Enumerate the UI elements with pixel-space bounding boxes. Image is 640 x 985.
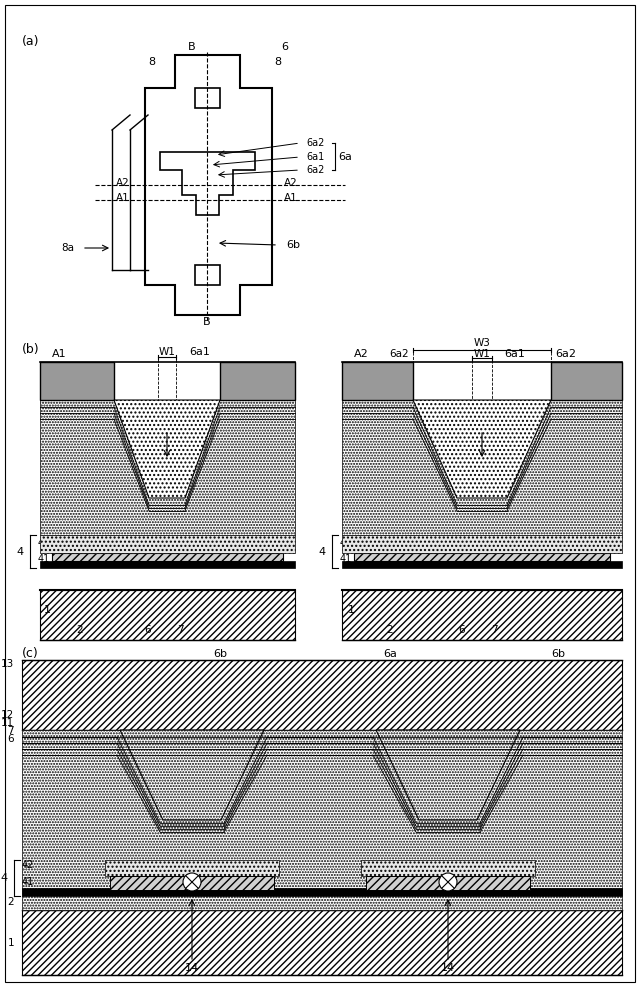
Circle shape bbox=[439, 873, 457, 891]
Text: W3: W3 bbox=[474, 338, 490, 348]
Text: B: B bbox=[188, 42, 196, 52]
Text: A1: A1 bbox=[52, 349, 67, 359]
Text: 6: 6 bbox=[8, 734, 14, 744]
Polygon shape bbox=[22, 730, 622, 910]
Text: 6: 6 bbox=[282, 42, 289, 52]
Text: 4: 4 bbox=[1, 873, 8, 883]
Text: 6a2: 6a2 bbox=[555, 349, 576, 359]
Text: 7: 7 bbox=[491, 625, 497, 635]
Text: 6a: 6a bbox=[338, 152, 352, 162]
Polygon shape bbox=[160, 152, 255, 215]
Text: 6: 6 bbox=[459, 625, 465, 635]
Text: A1: A1 bbox=[284, 193, 298, 203]
Polygon shape bbox=[361, 860, 535, 876]
Text: 6b: 6b bbox=[213, 649, 227, 659]
Polygon shape bbox=[110, 876, 274, 890]
Text: 42: 42 bbox=[38, 538, 51, 548]
Text: 8: 8 bbox=[148, 57, 156, 67]
Text: 7: 7 bbox=[177, 625, 183, 635]
Text: 41: 41 bbox=[22, 877, 35, 887]
Text: 11: 11 bbox=[1, 718, 14, 728]
Text: 8: 8 bbox=[604, 369, 612, 379]
Circle shape bbox=[183, 873, 201, 891]
Text: 8: 8 bbox=[348, 369, 355, 379]
Polygon shape bbox=[354, 553, 610, 561]
Text: 6b: 6b bbox=[286, 240, 300, 250]
Text: A2: A2 bbox=[354, 349, 369, 359]
Text: 8: 8 bbox=[275, 369, 282, 379]
Text: 8: 8 bbox=[275, 57, 282, 67]
Text: 41: 41 bbox=[340, 554, 352, 564]
Polygon shape bbox=[40, 590, 295, 640]
Text: 1: 1 bbox=[44, 605, 51, 615]
Text: 13: 13 bbox=[1, 659, 14, 669]
Polygon shape bbox=[40, 535, 295, 553]
Polygon shape bbox=[342, 400, 622, 535]
Polygon shape bbox=[376, 730, 520, 820]
Text: (b): (b) bbox=[22, 344, 40, 357]
Text: (a): (a) bbox=[22, 35, 40, 48]
Polygon shape bbox=[220, 362, 295, 400]
Text: 2: 2 bbox=[8, 897, 14, 907]
Bar bbox=[342, 561, 622, 568]
Text: 41: 41 bbox=[38, 554, 51, 564]
Text: 7: 7 bbox=[8, 726, 14, 736]
Text: 6b: 6b bbox=[551, 649, 565, 659]
Text: 6a2: 6a2 bbox=[389, 349, 409, 359]
Text: A2: A2 bbox=[116, 178, 130, 188]
Polygon shape bbox=[413, 400, 551, 498]
Polygon shape bbox=[551, 362, 622, 400]
Polygon shape bbox=[114, 400, 220, 498]
Text: 1: 1 bbox=[348, 605, 355, 615]
Text: 2: 2 bbox=[77, 625, 83, 635]
Polygon shape bbox=[366, 876, 530, 890]
Text: 1: 1 bbox=[8, 938, 14, 948]
Polygon shape bbox=[105, 860, 279, 876]
Text: 8: 8 bbox=[44, 369, 51, 379]
Bar bbox=[40, 561, 295, 568]
Polygon shape bbox=[342, 535, 622, 553]
Polygon shape bbox=[40, 362, 114, 400]
Polygon shape bbox=[145, 55, 272, 315]
Text: 6a: 6a bbox=[383, 649, 397, 659]
Polygon shape bbox=[40, 400, 295, 535]
Polygon shape bbox=[195, 265, 220, 285]
Text: 6a1: 6a1 bbox=[504, 349, 525, 359]
Text: 8a: 8a bbox=[61, 243, 74, 253]
Text: 6a2: 6a2 bbox=[306, 138, 324, 148]
Text: 14: 14 bbox=[185, 963, 199, 973]
Text: 6a2: 6a2 bbox=[306, 165, 324, 175]
Polygon shape bbox=[52, 553, 283, 561]
Polygon shape bbox=[120, 730, 264, 820]
Text: 4: 4 bbox=[17, 547, 24, 557]
Text: 6a1: 6a1 bbox=[306, 152, 324, 162]
Text: 4: 4 bbox=[319, 547, 326, 557]
Text: 12: 12 bbox=[1, 710, 14, 720]
Polygon shape bbox=[22, 660, 622, 730]
Polygon shape bbox=[195, 88, 220, 108]
Text: 14: 14 bbox=[441, 963, 455, 973]
Text: 6: 6 bbox=[145, 625, 151, 635]
Polygon shape bbox=[342, 362, 413, 400]
Polygon shape bbox=[342, 590, 622, 640]
Bar bbox=[22, 888, 622, 896]
Text: 6a1: 6a1 bbox=[189, 347, 210, 357]
Text: 42: 42 bbox=[340, 538, 353, 548]
Text: 42: 42 bbox=[22, 860, 35, 870]
Polygon shape bbox=[22, 910, 622, 975]
Text: W1: W1 bbox=[474, 349, 490, 359]
Text: A2: A2 bbox=[284, 178, 298, 188]
Text: (c): (c) bbox=[22, 646, 39, 660]
Text: W1: W1 bbox=[159, 347, 175, 357]
Text: A1: A1 bbox=[116, 193, 130, 203]
Text: 2: 2 bbox=[387, 625, 394, 635]
Text: B: B bbox=[203, 317, 211, 327]
